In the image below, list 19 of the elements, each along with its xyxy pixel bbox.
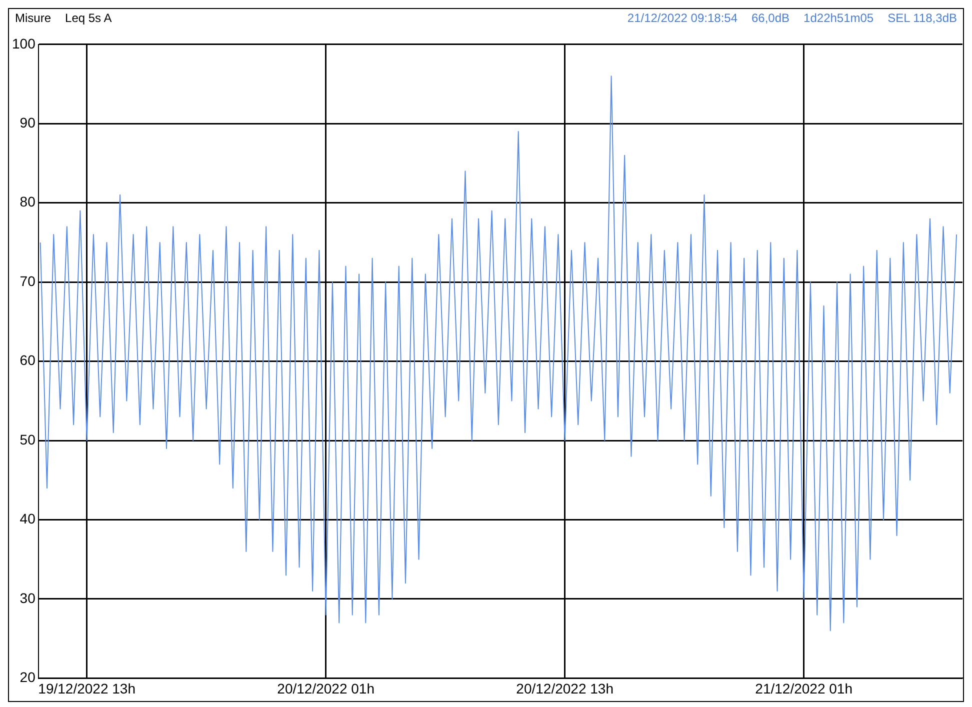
y-tick-label: 50 bbox=[20, 431, 36, 448]
x-tick-label: 21/12/2022 01h bbox=[755, 680, 852, 696]
chart-title: Misure bbox=[15, 11, 52, 25]
chart-subtitle: Leq 5s A bbox=[65, 11, 112, 25]
y-tick-label: 20 bbox=[20, 669, 36, 686]
y-tick-label: 100 bbox=[12, 35, 36, 52]
text: SEL 118,3dB bbox=[888, 11, 957, 25]
x-tick-label: 20/12/2022 01h bbox=[277, 680, 374, 696]
y-tick-label: 90 bbox=[20, 114, 36, 130]
y-tick-label: 40 bbox=[20, 510, 36, 527]
text: 1d22h51m05 bbox=[804, 11, 874, 25]
x-tick-label: 20/12/2022 13h bbox=[516, 680, 614, 696]
y-tick-label: 80 bbox=[20, 194, 36, 210]
y-tick-label: 30 bbox=[20, 590, 36, 606]
text: 21/12/2022 09:18:54 bbox=[627, 11, 738, 25]
y-tick-label: 70 bbox=[20, 272, 36, 289]
text: 66,0dB bbox=[752, 11, 790, 25]
x-tick-label: 19/12/2022 13h bbox=[38, 680, 136, 696]
y-tick-label: 60 bbox=[20, 352, 36, 368]
